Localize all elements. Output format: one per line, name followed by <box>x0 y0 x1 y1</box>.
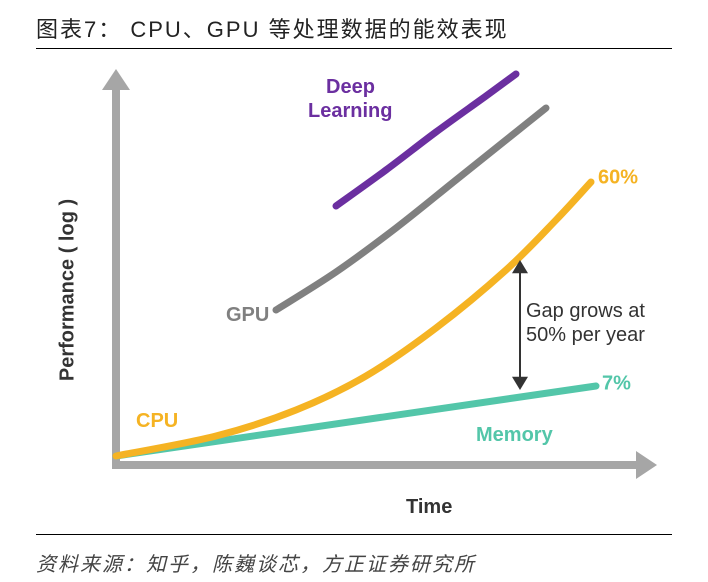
memory-label: Memory <box>476 424 553 447</box>
memory-end-label: 7% <box>602 373 631 396</box>
chart-svg <box>36 60 672 520</box>
divider-top <box>36 48 672 49</box>
source-text: 资料来源：知乎，陈巍谈芯，方正证券研究所 <box>36 548 476 577</box>
cpu-label: CPU <box>136 410 178 433</box>
chart-area: Time Performance ( log ) Memory 7% CPU 60% GPU… <box>36 60 672 520</box>
deep-learning-label-1: Deep <box>326 76 375 99</box>
gap-label-1: Gap grows at <box>526 300 645 323</box>
gap-label-2: 50% per year <box>526 324 645 347</box>
y-axis-label: Performance ( log ) <box>57 199 80 381</box>
x-axis-label: Time <box>406 496 452 519</box>
chart-title: 图表7： CPU、GPU 等处理数据的能效表现 <box>36 12 672 44</box>
gpu-label: GPU <box>226 304 269 327</box>
deep-learning-label-2: Learning <box>308 100 392 123</box>
cpu-end-label: 60% <box>598 167 638 190</box>
divider-bottom <box>36 534 672 535</box>
